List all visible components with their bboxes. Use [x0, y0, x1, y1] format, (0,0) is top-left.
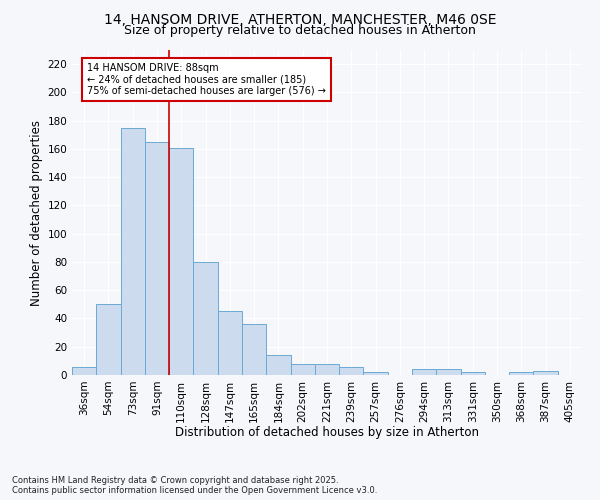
Bar [121, 128, 145, 375]
Text: Contains HM Land Registry data © Crown copyright and database right 2025.
Contai: Contains HM Land Registry data © Crown c… [12, 476, 377, 495]
Bar [218, 312, 242, 375]
Bar [72, 366, 96, 375]
Bar [169, 148, 193, 375]
Bar [96, 304, 121, 375]
Bar [533, 371, 558, 375]
Bar [412, 370, 436, 375]
Bar [339, 366, 364, 375]
Text: 14 HANSOM DRIVE: 88sqm
← 24% of detached houses are smaller (185)
75% of semi-de: 14 HANSOM DRIVE: 88sqm ← 24% of detached… [88, 63, 326, 96]
Bar [315, 364, 339, 375]
Bar [290, 364, 315, 375]
Bar [193, 262, 218, 375]
Bar [145, 142, 169, 375]
Text: Size of property relative to detached houses in Atherton: Size of property relative to detached ho… [124, 24, 476, 37]
Bar [461, 372, 485, 375]
Text: 14, HANSOM DRIVE, ATHERTON, MANCHESTER, M46 0SE: 14, HANSOM DRIVE, ATHERTON, MANCHESTER, … [104, 12, 496, 26]
Bar [364, 372, 388, 375]
Bar [242, 324, 266, 375]
Y-axis label: Number of detached properties: Number of detached properties [30, 120, 43, 306]
X-axis label: Distribution of detached houses by size in Atherton: Distribution of detached houses by size … [175, 426, 479, 439]
Bar [436, 370, 461, 375]
Bar [509, 372, 533, 375]
Bar [266, 355, 290, 375]
